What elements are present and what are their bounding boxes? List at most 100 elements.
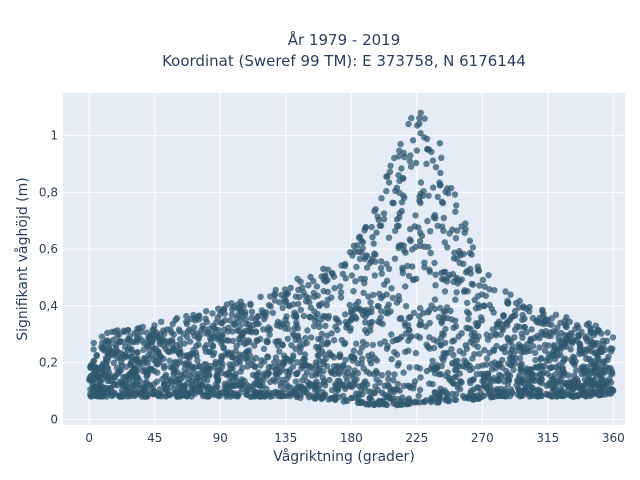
data-point: [431, 296, 439, 303]
data-point: [326, 349, 333, 356]
data-point: [397, 140, 404, 148]
data-point: [371, 272, 378, 279]
data-point: [257, 393, 264, 400]
data-point: [609, 370, 616, 377]
data-point: [280, 352, 288, 359]
data-point: [209, 351, 217, 359]
data-point: [576, 345, 583, 352]
data-point: [441, 239, 448, 246]
data-point: [421, 264, 428, 271]
data-point: [568, 356, 575, 364]
data-point: [452, 317, 459, 324]
data-point: [367, 360, 375, 367]
data-point: [452, 323, 460, 330]
data-point: [415, 392, 422, 399]
data-point: [499, 392, 506, 400]
data-point: [379, 398, 386, 405]
data-point: [604, 329, 611, 336]
data-point: [502, 288, 509, 295]
data-point: [476, 282, 483, 289]
data-point: [500, 312, 507, 319]
data-point: [349, 383, 356, 391]
data-point: [436, 140, 444, 147]
y-axis-ticks: 0 0,2 0,4 0,6 0,8 1: [39, 129, 58, 427]
data-point: [599, 371, 606, 379]
data-point: [451, 374, 459, 381]
data-point: [544, 316, 551, 323]
data-point: [451, 366, 459, 374]
data-point: [375, 303, 382, 310]
data-point: [95, 373, 102, 380]
data-point: [309, 365, 316, 372]
data-point: [307, 304, 314, 311]
data-point: [529, 343, 537, 350]
data-point: [306, 299, 313, 306]
data-point: [423, 367, 431, 375]
x-tick-label: 90: [213, 431, 228, 445]
data-point: [506, 338, 513, 346]
data-point: [521, 323, 528, 331]
data-point: [143, 373, 150, 380]
data-point: [252, 317, 259, 324]
data-point: [385, 370, 392, 377]
data-point: [120, 374, 127, 381]
data-point: [202, 366, 209, 373]
data-point: [156, 386, 164, 393]
data-point: [483, 355, 491, 362]
data-point: [346, 301, 353, 309]
data-point: [383, 187, 390, 195]
data-point: [519, 316, 526, 323]
data-point: [528, 326, 535, 333]
data-point: [220, 306, 227, 313]
data-point: [452, 296, 459, 303]
data-point: [223, 301, 231, 308]
data-point: [385, 301, 392, 308]
data-point: [536, 391, 544, 399]
data-point: [404, 262, 411, 270]
data-point: [114, 332, 121, 339]
data-point: [287, 284, 294, 291]
data-point: [237, 322, 244, 330]
data-point: [609, 334, 617, 341]
data-point: [223, 393, 230, 400]
data-point: [322, 272, 329, 279]
data-point: [370, 371, 378, 378]
data-point: [561, 340, 569, 347]
data-point: [504, 322, 511, 329]
data-point: [402, 322, 409, 329]
data-point: [476, 350, 483, 357]
data-point: [380, 216, 388, 223]
data-point: [115, 339, 123, 346]
data-point: [416, 197, 423, 204]
data-point: [451, 249, 458, 256]
data-point: [385, 375, 392, 383]
data-point: [305, 394, 313, 401]
data-point: [356, 349, 364, 356]
data-point: [138, 328, 145, 336]
data-point: [474, 263, 481, 270]
data-point: [401, 153, 408, 161]
data-point: [400, 369, 407, 376]
data-point: [204, 329, 211, 336]
data-point: [114, 327, 121, 334]
data-point: [519, 334, 526, 341]
data-point: [193, 352, 200, 360]
data-point: [462, 364, 469, 371]
data-point: [557, 319, 564, 326]
data-point: [579, 365, 587, 372]
data-point: [251, 342, 258, 349]
data-point: [365, 293, 372, 300]
data-point: [413, 147, 421, 154]
data-point: [363, 310, 371, 318]
data-point: [494, 323, 501, 331]
data-point: [230, 372, 237, 379]
data-point: [367, 299, 374, 306]
data-point: [416, 365, 424, 372]
data-point: [547, 373, 554, 380]
x-axis-ticks: 0 45 90 135 180 225 270 315 360: [85, 431, 624, 445]
data-point: [395, 153, 402, 160]
data-point: [432, 164, 440, 171]
data-point: [600, 382, 608, 389]
data-point: [470, 341, 478, 348]
data-point: [574, 384, 581, 391]
